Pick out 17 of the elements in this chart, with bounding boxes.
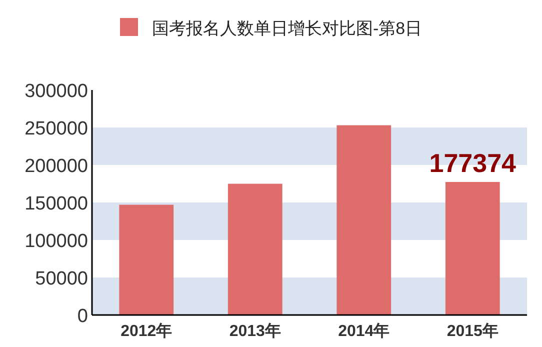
y-tick-label: 300000: [24, 81, 88, 102]
bar: [336, 125, 392, 315]
bar: [228, 184, 282, 315]
y-tick-label: 50000: [35, 268, 88, 290]
x-tick-label: 2013年: [229, 322, 281, 340]
y-tick-label: 150000: [24, 194, 88, 214]
data-label: 177374: [429, 148, 517, 178]
y-tick-label: 0: [77, 306, 88, 327]
x-tick-label: 2012年: [120, 322, 172, 340]
bar: [445, 182, 500, 315]
y-tick-label: 100000: [24, 231, 88, 252]
legend-label: 国考报名人数单日增长对比图-第8日: [152, 19, 422, 38]
x-tick-label: 2015年: [446, 322, 498, 340]
bar: [119, 204, 174, 315]
y-tick-label: 200000: [24, 156, 88, 177]
x-tick-label: 2014年: [338, 322, 390, 340]
y-tick-label: 250000: [24, 118, 88, 140]
